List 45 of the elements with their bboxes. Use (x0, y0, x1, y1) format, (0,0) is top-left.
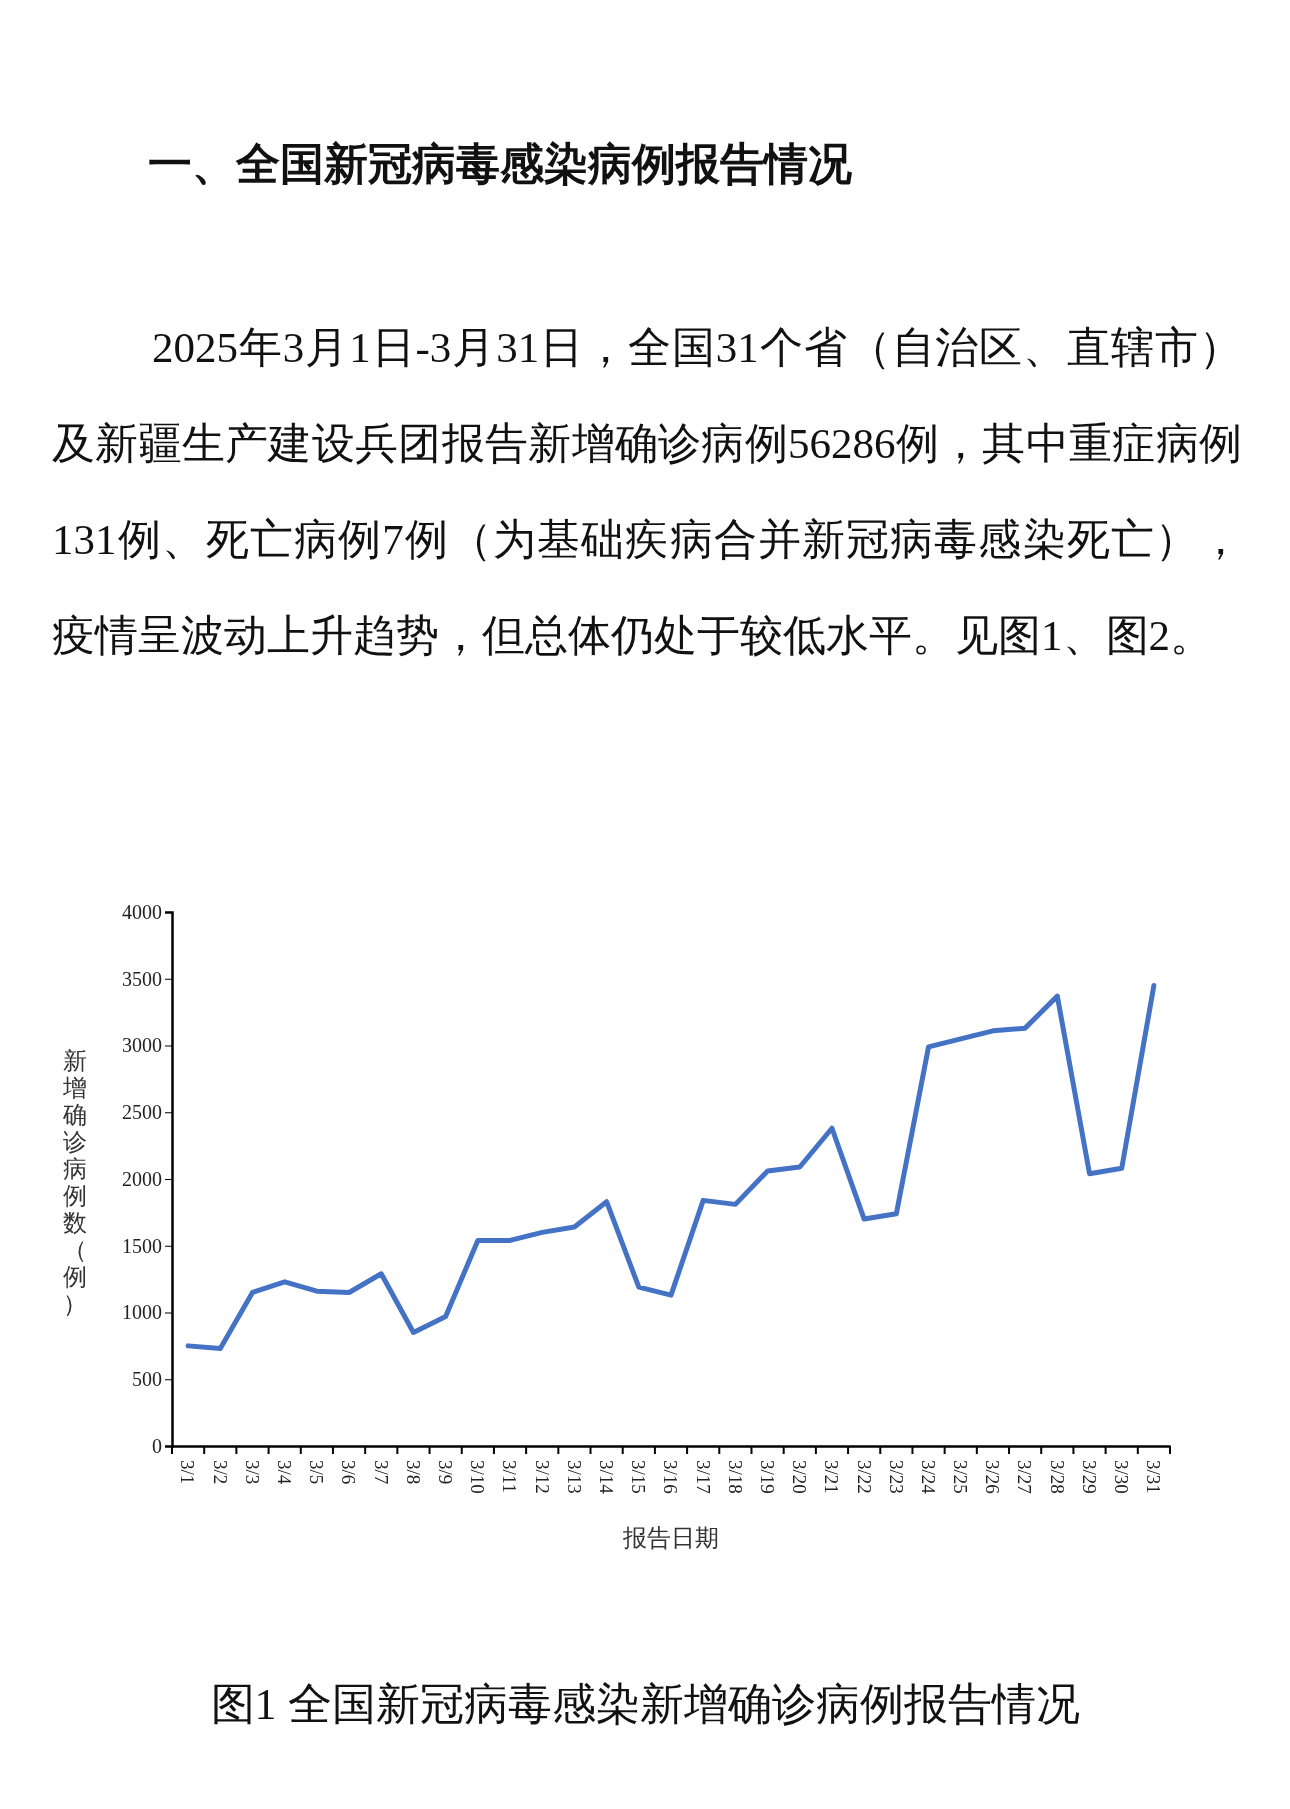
y-tick-label: 1500 (122, 1234, 162, 1257)
x-tick-label: 3/3 (241, 1460, 263, 1485)
x-tick-label: 3/12 (531, 1460, 553, 1494)
x-tick-label: 3/29 (1078, 1460, 1100, 1494)
x-tick-label: 3/21 (821, 1460, 843, 1494)
x-tick-label: 3/25 (950, 1460, 972, 1494)
x-tick-label: 3/10 (467, 1460, 489, 1494)
y-tick-label: 4000 (122, 900, 162, 923)
y-tick-label: 0 (152, 1434, 162, 1457)
x-tick-label: 3/27 (1014, 1460, 1036, 1494)
y-tick-label: 3500 (122, 967, 162, 990)
x-tick-label: 3/7 (370, 1460, 392, 1485)
x-tick-label: 3/1 (177, 1460, 199, 1485)
x-tick-label: 3/15 (628, 1460, 650, 1494)
x-tick-label: 3/24 (917, 1460, 939, 1495)
x-tick-label: 3/31 (1143, 1460, 1165, 1494)
x-tick-label: 3/18 (724, 1460, 746, 1494)
chart-subtitle: 2025年3月1日-3月31日，全国31个省（自治区、直辖市）及新疆生产建设兵团报告新增确诊病例56286例，其中重症病例131例、死亡病例7例（为基础疾病合并新冠病毒感染死亡），疫情呈波动上升趋势，但总体仍处于较低水平。见图1、图2。 (52, 323, 1242, 661)
chart-title: 一、全国新冠病毒感染病例报告情况 (148, 137, 852, 191)
x-tick-label: 3/11 (499, 1460, 521, 1494)
y-tick-label: 3000 (122, 1034, 162, 1057)
y-tick-label: 2000 (122, 1167, 162, 1190)
x-tick-label: 3/28 (1046, 1460, 1068, 1494)
x-tick-label: 3/5 (306, 1460, 328, 1485)
x-tick-label: 3/6 (338, 1460, 360, 1485)
x-tick-label: 3/2 (209, 1460, 231, 1485)
x-tick-label: 3/23 (885, 1460, 907, 1494)
x-tick-label: 3/8 (402, 1460, 424, 1485)
x-tick-label: 3/16 (660, 1460, 682, 1494)
y-tick-label: 1000 (122, 1301, 162, 1324)
x-tick-label: 3/14 (595, 1460, 617, 1495)
x-tick-label: 3/26 (982, 1460, 1004, 1494)
x-tick-label: 3/19 (756, 1460, 778, 1494)
x-tick-label: 3/9 (435, 1460, 456, 1485)
caption: 图1 全国新冠病毒感染新增确诊病例报告情况 (209, 1679, 1081, 1731)
x-tick-label: 3/20 (789, 1460, 811, 1494)
x-tick-label: 3/17 (692, 1460, 714, 1494)
x-tick-label: 3/30 (1111, 1460, 1133, 1494)
text: 新增确诊病例数（例） (63, 1047, 87, 1318)
y-tick-label: 2500 (122, 1101, 162, 1124)
y-tick-label: 500 (132, 1368, 162, 1391)
x-tick-label: 3/13 (563, 1460, 585, 1494)
x-tick-label: 3/22 (853, 1460, 875, 1494)
x-axis-title: 报告日期 (622, 1524, 719, 1552)
x-tick-label: 3/4 (274, 1460, 296, 1485)
